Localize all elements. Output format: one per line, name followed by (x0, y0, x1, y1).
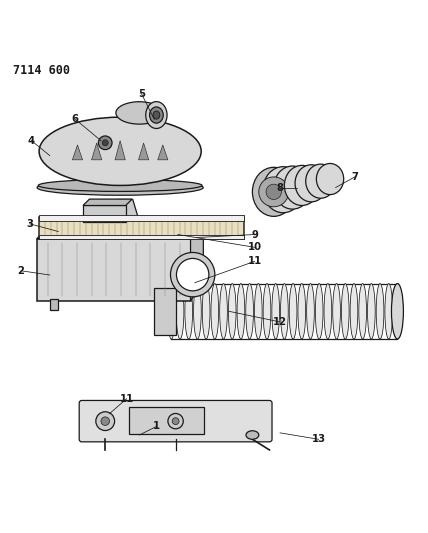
Ellipse shape (315, 284, 323, 339)
Circle shape (176, 259, 209, 291)
Circle shape (98, 136, 112, 150)
Text: 13: 13 (312, 434, 326, 445)
Circle shape (266, 184, 281, 199)
Ellipse shape (392, 284, 404, 339)
Ellipse shape (385, 284, 392, 339)
Text: 4: 4 (28, 136, 35, 146)
Text: 7114 600: 7114 600 (14, 64, 71, 77)
Circle shape (259, 177, 288, 207)
Ellipse shape (255, 284, 262, 339)
Text: 9: 9 (251, 230, 258, 239)
Ellipse shape (39, 117, 201, 185)
Ellipse shape (229, 284, 236, 339)
Ellipse shape (246, 431, 259, 439)
Ellipse shape (37, 180, 203, 195)
Text: 10: 10 (247, 243, 262, 252)
Polygon shape (158, 145, 168, 160)
Ellipse shape (246, 284, 253, 339)
Ellipse shape (153, 111, 160, 119)
Bar (50, 300, 58, 310)
Ellipse shape (298, 284, 306, 339)
Text: 8: 8 (276, 183, 284, 192)
Bar (160, 300, 169, 310)
Bar (39, 215, 244, 221)
Ellipse shape (350, 284, 358, 339)
Ellipse shape (211, 284, 219, 339)
Text: 5: 5 (138, 88, 145, 99)
Ellipse shape (185, 284, 193, 339)
Polygon shape (92, 143, 102, 160)
Ellipse shape (280, 284, 288, 339)
Ellipse shape (324, 284, 332, 339)
Ellipse shape (316, 164, 344, 195)
Ellipse shape (289, 284, 297, 339)
Ellipse shape (263, 284, 271, 339)
Ellipse shape (193, 284, 201, 339)
Bar (37, 239, 190, 301)
Circle shape (170, 253, 215, 297)
Circle shape (101, 417, 110, 425)
Ellipse shape (342, 284, 349, 339)
Ellipse shape (146, 102, 167, 128)
Polygon shape (139, 143, 149, 160)
Polygon shape (72, 145, 83, 160)
Ellipse shape (176, 284, 184, 339)
Ellipse shape (359, 284, 366, 339)
Bar (129, 407, 204, 434)
Polygon shape (37, 222, 203, 239)
FancyBboxPatch shape (79, 400, 272, 442)
Ellipse shape (116, 102, 163, 124)
Text: 11: 11 (119, 394, 134, 404)
Circle shape (168, 414, 183, 429)
Ellipse shape (167, 284, 175, 339)
Ellipse shape (295, 165, 327, 202)
Ellipse shape (333, 284, 340, 339)
Ellipse shape (394, 284, 401, 339)
Ellipse shape (253, 167, 295, 216)
Text: 12: 12 (273, 317, 287, 327)
Circle shape (172, 418, 179, 425)
Bar (39, 216, 244, 239)
Text: 3: 3 (26, 219, 33, 229)
Text: 6: 6 (72, 114, 79, 124)
Circle shape (96, 412, 115, 431)
Ellipse shape (202, 284, 210, 339)
Bar (83, 206, 126, 222)
Ellipse shape (284, 165, 319, 206)
Ellipse shape (274, 166, 311, 209)
Text: 7: 7 (351, 172, 358, 182)
Polygon shape (83, 199, 132, 206)
Ellipse shape (376, 284, 384, 339)
Text: 2: 2 (18, 266, 24, 276)
Circle shape (102, 140, 108, 146)
Bar (39, 235, 244, 239)
Ellipse shape (306, 284, 314, 339)
Ellipse shape (38, 180, 202, 191)
Polygon shape (112, 199, 138, 216)
Ellipse shape (149, 107, 163, 123)
Polygon shape (115, 141, 125, 160)
Bar (154, 288, 175, 335)
Ellipse shape (237, 284, 245, 339)
Ellipse shape (220, 284, 227, 339)
Text: 11: 11 (247, 256, 262, 266)
Polygon shape (190, 222, 203, 301)
Ellipse shape (306, 164, 336, 198)
Ellipse shape (368, 284, 375, 339)
Ellipse shape (272, 284, 279, 339)
Ellipse shape (263, 167, 303, 213)
Text: 1: 1 (153, 422, 160, 432)
